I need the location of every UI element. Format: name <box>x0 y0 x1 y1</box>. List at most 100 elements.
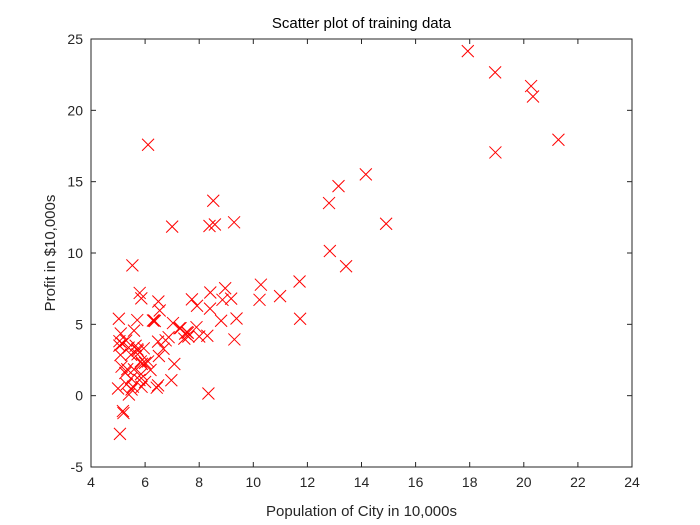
x-tick-label: 16 <box>408 474 424 490</box>
data-point-marker <box>203 302 217 315</box>
data-point-marker <box>339 259 353 273</box>
data-point-marker <box>157 342 170 356</box>
data-point-marker <box>150 381 164 395</box>
x-tick-label: 22 <box>570 474 586 490</box>
data-point-marker <box>122 341 135 354</box>
data-point-marker <box>152 349 166 363</box>
data-point-marker <box>114 327 128 340</box>
data-point-marker <box>141 138 155 152</box>
data-point-marker <box>127 324 141 337</box>
data-point-marker <box>379 217 393 231</box>
data-point-marker <box>153 304 167 317</box>
data-point-marker <box>113 427 127 441</box>
y-tick-label: 5 <box>75 316 83 332</box>
data-point-marker <box>203 286 217 299</box>
data-point-marker <box>228 333 241 346</box>
data-point-marker <box>526 90 540 103</box>
data-point-marker <box>185 293 199 306</box>
data-point-marker <box>112 312 126 326</box>
x-tick-label: 24 <box>624 474 640 490</box>
y-tick-label: -5 <box>71 459 84 475</box>
data-point-marker <box>273 289 287 303</box>
data-point-marker <box>120 362 134 376</box>
data-point-marker <box>119 334 133 347</box>
data-point-marker <box>134 367 148 381</box>
x-tick-label: 20 <box>516 474 532 490</box>
data-point-marker <box>174 321 187 335</box>
data-point-marker <box>181 326 195 340</box>
data-point-marker <box>190 320 203 334</box>
data-point-marker <box>133 286 147 300</box>
data-point-marker <box>214 314 228 328</box>
data-point-marker <box>125 383 138 396</box>
data-point-marker <box>144 363 157 377</box>
data-point-marker <box>322 196 336 210</box>
x-tick-label: 8 <box>195 474 203 490</box>
data-point-marker <box>216 293 229 307</box>
data-point-marker <box>253 293 266 307</box>
data-point-marker <box>117 406 130 420</box>
y-tick-label: 15 <box>67 174 83 190</box>
data-point-marker <box>177 332 191 345</box>
data-point-marker <box>141 355 155 368</box>
data-point-marker <box>323 244 337 258</box>
plot-area <box>90 38 633 468</box>
x-tick-label: 6 <box>141 474 149 490</box>
data-point-marker <box>190 299 204 313</box>
data-point-marker <box>146 314 160 327</box>
data-point-marker <box>116 404 130 418</box>
data-point-marker <box>124 348 138 362</box>
data-point-marker <box>166 316 180 330</box>
data-point-marker <box>164 373 178 387</box>
data-point-marker <box>127 363 141 376</box>
data-point-marker <box>111 382 125 395</box>
data-point-marker <box>218 281 232 295</box>
data-point-marker <box>230 312 243 325</box>
data-point-marker <box>293 275 306 288</box>
data-point-marker <box>208 218 222 231</box>
x-tick-label: 18 <box>462 474 478 490</box>
data-point-marker <box>147 314 161 327</box>
data-point-marker <box>293 312 307 326</box>
x-tick-label: 4 <box>87 474 95 490</box>
data-point-marker <box>489 146 502 159</box>
data-point-marker <box>203 219 216 233</box>
data-point-marker <box>165 220 179 233</box>
data-point-marker <box>552 133 565 147</box>
data-point-marker <box>151 379 165 392</box>
data-points <box>111 44 565 441</box>
y-tick-label: 20 <box>67 102 83 118</box>
data-point-marker <box>173 321 186 335</box>
y-tick-label: 25 <box>67 31 83 47</box>
data-point-marker <box>227 215 241 229</box>
data-point-marker <box>524 79 538 93</box>
x-axis-ticks: 4 6 8 10 12 14 16 18 20 22 24 <box>87 39 640 490</box>
data-point-marker <box>206 194 220 208</box>
data-point-marker <box>167 357 181 371</box>
x-tick-label: 10 <box>246 474 262 490</box>
data-point-marker <box>131 347 144 361</box>
y-tick-label: 0 <box>75 388 83 404</box>
data-point-marker <box>151 335 165 348</box>
data-point-marker <box>135 380 148 394</box>
data-point-marker <box>129 339 142 353</box>
data-point-marker <box>359 168 373 181</box>
data-point-marker <box>488 66 502 79</box>
data-point-marker <box>461 44 475 58</box>
data-point-marker <box>130 313 144 327</box>
x-tick-label: 14 <box>354 474 370 490</box>
data-point-marker <box>124 372 138 385</box>
y-tick-label: 10 <box>67 245 83 261</box>
y-axis-ticks: -5 0 5 10 15 20 25 <box>67 31 632 475</box>
y-axis-label: Profit in $10,000s <box>42 195 59 312</box>
data-point-marker <box>202 387 215 400</box>
data-point-marker <box>126 259 139 272</box>
x-tick-label: 12 <box>300 474 316 490</box>
data-point-marker <box>159 333 173 347</box>
x-axis-label: Population of City in 10,000s <box>266 503 457 520</box>
data-point-marker <box>134 292 148 305</box>
data-point-marker <box>200 329 214 343</box>
data-point-marker <box>254 278 268 292</box>
chart-title: Scatter plot of training data <box>272 15 452 32</box>
